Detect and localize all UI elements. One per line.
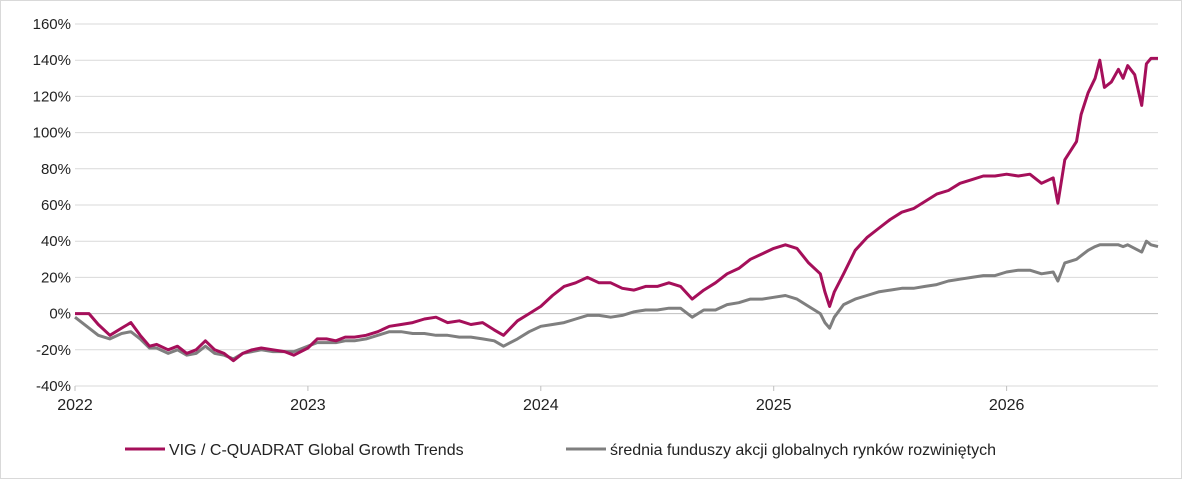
x-axis-tick-labels: 2022 2023 2024 2025 2026 xyxy=(57,386,1025,414)
x-tick-label: 2022 xyxy=(57,397,93,414)
y-tick-label: 140% xyxy=(33,52,71,69)
y-tick-label: -40% xyxy=(36,378,71,395)
y-tick-label: 80% xyxy=(41,161,71,178)
y-tick-label: 160% xyxy=(33,16,71,33)
legend-label-vig-c-quadrat: VIG / C-QUADRAT Global Growth Trends xyxy=(169,442,464,459)
y-tick-label: 20% xyxy=(41,269,71,286)
y-tick-label: 60% xyxy=(41,197,71,214)
legend: VIG / C-QUADRAT Global Growth Trends śre… xyxy=(125,442,996,459)
x-tick-label: 2026 xyxy=(989,397,1025,414)
y-tick-label: -20% xyxy=(36,342,71,359)
y-tick-label: 0% xyxy=(49,306,71,323)
x-tick-label: 2024 xyxy=(523,397,559,414)
series-lines xyxy=(74,56,1159,363)
legend-label-srednia-funduszy: średnia funduszy akcji globalnych rynków… xyxy=(610,442,996,459)
y-axis-tick-labels: -40% -20% 0% 20% 40% 60% 80% 100% 120% 140% 160% xyxy=(33,16,71,395)
series-line-srednia-funduszy xyxy=(74,239,1159,361)
y-tick-label: 120% xyxy=(33,88,71,105)
x-tick-label: 2025 xyxy=(756,397,792,414)
y-tick-label: 100% xyxy=(33,125,71,142)
x-tick-label: 2023 xyxy=(290,397,326,414)
series-line-vig-c-quadrat xyxy=(75,56,1158,363)
gridlines xyxy=(75,23,1158,387)
y-tick-label: 40% xyxy=(41,233,71,250)
